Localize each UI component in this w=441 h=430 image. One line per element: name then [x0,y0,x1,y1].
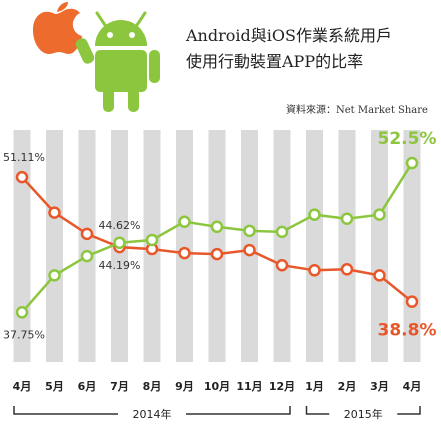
data-label-android: 37.75% [3,328,45,341]
data-point-ios [210,247,224,261]
apple-icon [33,2,82,54]
x-tick-label: 6月 [78,380,97,393]
chart-title-line-1: Android與iOS作業系統用戶 [186,26,392,45]
x-tick-label: 7月 [110,380,129,393]
data-point-ios [340,263,354,276]
data-point-ios [308,264,321,277]
data-label-ios: 51.11% [3,151,45,164]
data-point-android [15,306,29,319]
x-tick-label: 4月 [13,380,32,393]
data-point-ios [178,246,191,260]
column-band [306,130,323,362]
column-band [46,130,63,362]
data-point-ios [80,227,94,241]
data-point-ios [275,258,289,272]
year-label: 2015年 [344,407,383,421]
data-point-android [308,208,321,221]
x-tick-label: 11月 [236,380,262,393]
chart-title-line-2: 使用行動裝置APP的比率 [186,52,364,71]
year-label-bg [118,406,186,422]
data-point-android [48,269,61,282]
x-tick-label: 4月 [403,380,422,393]
x-tick-label: 5月 [45,380,64,393]
data-point-android [275,225,289,239]
column-band [208,130,226,362]
source-note: 資料來源：Net Market Share [286,105,428,116]
logo-illustration [33,2,160,112]
data-point-android [243,224,256,238]
data-point-ios [15,170,29,184]
x-tick-label: 12月 [269,380,295,393]
data-point-android [113,236,126,250]
data-point-android [178,215,191,228]
data-point-android [340,212,354,225]
x-tick-label: 3月 [370,380,389,393]
data-point-android [145,233,159,247]
data-label-android: 44.62% [99,219,141,232]
data-point-ios [48,206,61,219]
data-point-ios [243,243,256,257]
x-tick-label: 8月 [143,380,162,393]
x-tick-label: 2月 [338,380,357,393]
column-band [78,130,96,362]
column-band [176,130,193,362]
data-point-ios [405,295,419,308]
data-label-ios: 38.8% [378,321,437,341]
year-label-bg [329,406,398,422]
x-tick-label: 10月 [204,380,230,393]
year-label: 2014年 [133,407,172,421]
column-band [273,130,291,362]
column-band [338,130,356,362]
x-tick-label: 9月 [175,380,194,393]
android-robot-icon [75,11,160,112]
data-label-android: 52.5% [378,129,437,149]
column-band [371,130,388,362]
data-point-android [80,249,94,263]
data-point-android [405,156,419,170]
data-point-android [373,208,386,221]
x-tick-label: 1月 [305,380,324,393]
data-point-android [210,220,224,234]
column-band [13,130,31,362]
data-label-ios: 44.19% [99,259,141,272]
data-point-ios [373,269,386,282]
